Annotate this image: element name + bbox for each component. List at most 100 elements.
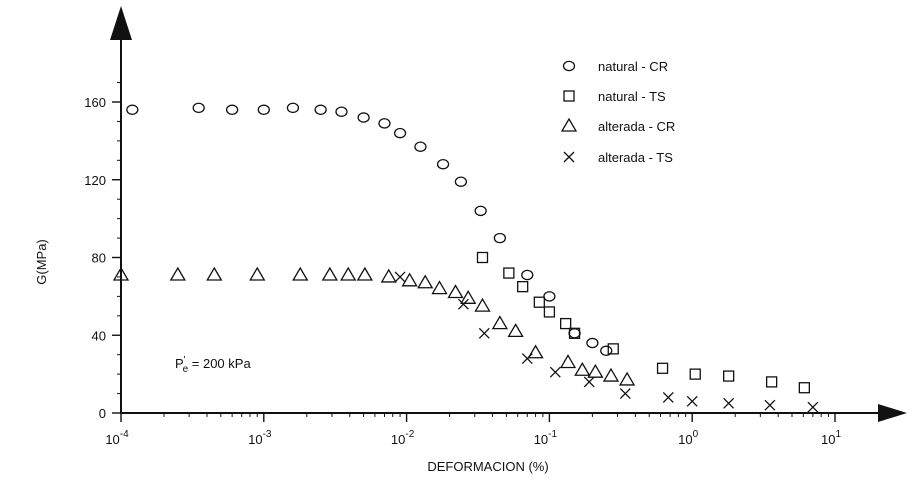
x-axis-arrowhead (878, 404, 907, 422)
legend-label-alterada-cr: alterada - CR (598, 119, 675, 134)
data-point-alterada-cr (321, 266, 338, 281)
data-point-natural-cr (126, 104, 139, 116)
data-point-alterada-cr (206, 266, 223, 281)
ticks: 10-4 10-3 10-2 10-1 100 101 0 40 80 120 160 (84, 82, 841, 447)
data-point-alterada-cr (460, 290, 477, 304)
data-point-natural-ts (798, 382, 810, 394)
data-point-natural-cr (314, 104, 327, 116)
x-tick-label: 100 (678, 429, 698, 447)
legend-label-alterada-ts: alterada - TS (598, 150, 673, 165)
data-point-natural-ts (765, 376, 778, 388)
data-point-natural-cr (568, 328, 581, 339)
data-point-alterada-ts (764, 399, 776, 411)
data-point-natural-cr (378, 118, 391, 129)
data-point-alterada-cr (507, 323, 524, 338)
series-natural-cr (126, 102, 613, 357)
legend-marker-natural-cr (562, 60, 576, 72)
data-point-alterada-ts (521, 353, 533, 365)
data-point-alterada-cr (587, 363, 604, 378)
y-tick-label: 80 (92, 251, 106, 266)
x-axis-title: DEFORMACION (%) (427, 459, 548, 474)
data-point-natural-ts (543, 306, 556, 318)
data-point-alterada-cr (602, 367, 620, 382)
legend-marker-alterada-ts (563, 151, 575, 163)
data-point-natural-cr (586, 337, 599, 349)
data-points (112, 102, 819, 413)
data-point-natural-ts (656, 362, 669, 374)
series-natural-ts (476, 251, 810, 394)
data-point-alterada-cr (474, 297, 491, 312)
data-point-alterada-cr (574, 361, 591, 376)
data-point-alterada-ts (394, 271, 406, 283)
data-point-alterada-cr (559, 354, 577, 369)
data-point-natural-cr (543, 291, 556, 302)
data-point-natural-cr (600, 345, 613, 357)
data-point-natural-ts (723, 370, 735, 382)
data-point-natural-cr (192, 102, 205, 114)
legend-marker-alterada-cr (560, 117, 578, 132)
data-point-natural-ts (607, 343, 619, 355)
data-point-alterada-ts (549, 366, 561, 378)
data-point-natural-cr (286, 102, 300, 114)
pressure-annotation-prime: ' (184, 355, 186, 366)
data-point-natural-cr (474, 205, 487, 217)
data-point-natural-ts (517, 281, 529, 293)
data-point-natural-ts (689, 368, 701, 380)
y-axis-title: G(MPa) (34, 239, 49, 285)
x-tick-label: 101 (821, 429, 841, 447)
data-point-alterada-cr (491, 315, 509, 330)
data-point-alterada-ts (457, 298, 469, 310)
data-point-alterada-ts (619, 388, 631, 400)
pressure-annotation-main: P (175, 356, 184, 371)
data-point-natural-cr (257, 104, 270, 116)
data-point-alterada-cr (356, 266, 373, 281)
data-point-natural-cr (225, 104, 239, 116)
y-tick-label: 40 (92, 328, 106, 343)
y-tick-label: 120 (84, 173, 106, 188)
data-point-alterada-cr (380, 268, 397, 283)
data-point-natural-cr (493, 232, 507, 244)
data-point-alterada-cr (401, 272, 418, 287)
pressure-annotation-sub: e (183, 364, 189, 375)
data-point-alterada-cr (249, 266, 266, 281)
legend-label-natural-ts: natural - TS (598, 89, 666, 104)
data-point-natural-ts (533, 296, 545, 308)
data-point-natural-ts (503, 267, 515, 279)
series-alterada-ts (394, 271, 819, 413)
data-point-natural-cr (357, 112, 370, 123)
y-axis-arrowhead (110, 6, 132, 40)
data-point-alterada-cr (169, 266, 186, 281)
data-point-alterada-cr (431, 280, 448, 295)
data-point-natural-ts (568, 327, 581, 339)
data-point-natural-cr (414, 141, 427, 152)
data-point-natural-cr (436, 158, 450, 170)
legend-marker-natural-ts (563, 90, 575, 102)
data-point-alterada-ts (723, 397, 735, 409)
data-point-alterada-ts (478, 327, 490, 339)
data-point-alterada-cr (340, 266, 357, 281)
x-tick-label: 10-4 (105, 429, 129, 447)
data-point-natural-cr (454, 176, 468, 187)
data-point-alterada-cr (527, 344, 544, 359)
data-point-natural-cr (393, 127, 407, 139)
data-point-alterada-cr (618, 371, 636, 386)
data-point-alterada-cr (112, 266, 130, 281)
data-point-natural-ts (560, 317, 572, 330)
y-tick-label: 160 (84, 95, 106, 110)
data-point-natural-cr (335, 106, 348, 117)
data-point-alterada-ts (583, 376, 595, 388)
series-alterada-cr (112, 266, 636, 386)
legend-label-natural-cr: natural - CR (598, 59, 668, 74)
data-point-alterada-cr (447, 284, 464, 299)
y-tick-label: 0 (99, 406, 106, 421)
data-point-alterada-ts (686, 395, 698, 407)
x-tick-label: 10-1 (534, 429, 558, 447)
data-point-alterada-cr (292, 266, 309, 281)
legend: natural - CR natural - TS alterada - CR alt… (560, 59, 675, 165)
data-point-alterada-ts (662, 391, 674, 403)
pressure-annotation-rest: = 200 kPa (188, 356, 251, 371)
pressure-annotation: P' e = 200 kPa (175, 355, 251, 375)
data-point-alterada-ts (807, 401, 819, 413)
data-point-alterada-cr (417, 274, 434, 289)
